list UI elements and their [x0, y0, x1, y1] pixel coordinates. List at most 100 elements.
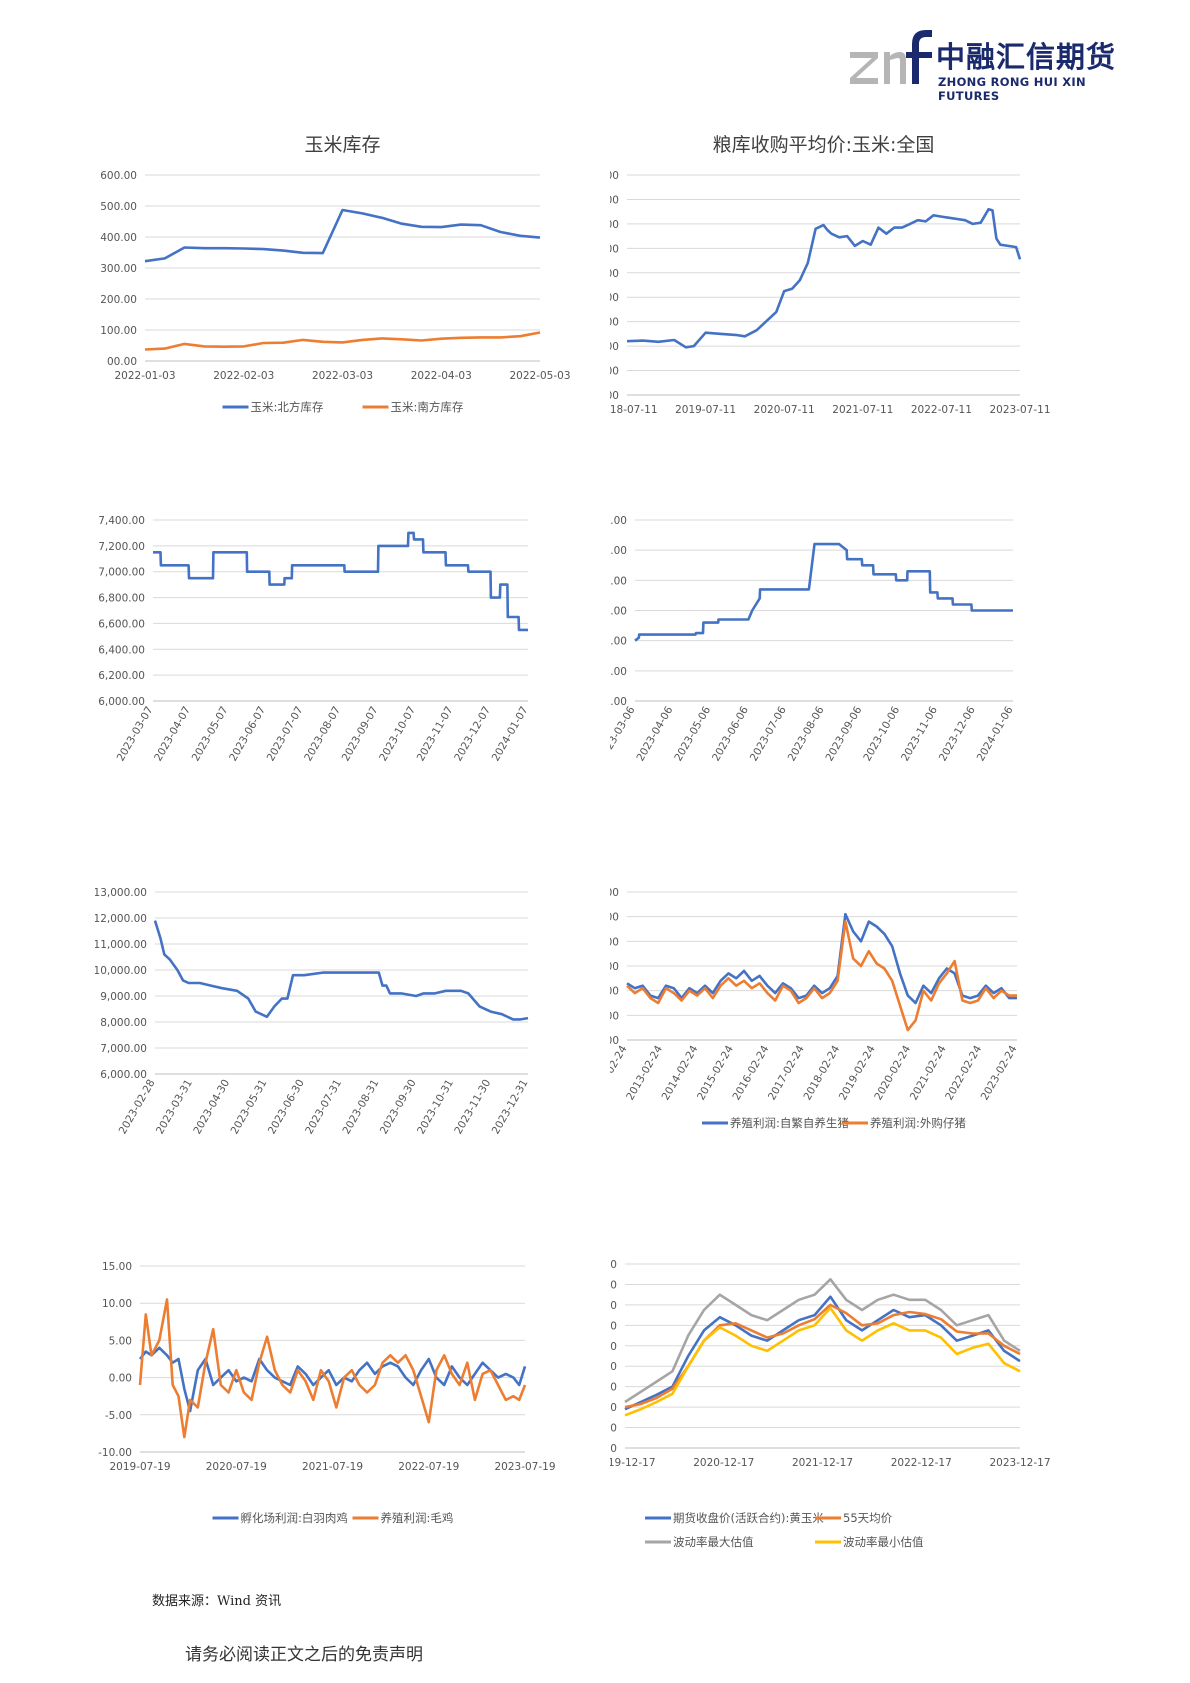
- chart-title: 粮库收购平均价:玉米:全国: [713, 135, 935, 156]
- x-tick-label: 2024-01-07: [490, 705, 531, 764]
- x-tick-label: 2022-07-19: [398, 1461, 459, 1473]
- y-tick-label: 2,100.00: [610, 1382, 617, 1394]
- x-tick-label: 2022-01-03: [114, 370, 175, 382]
- x-tick-label: 2023-03-07: [115, 705, 156, 764]
- disclaimer-note: 请务必阅读正文之后的免责声明: [185, 1645, 423, 1665]
- y-tick-label: 6,000.00: [100, 1069, 147, 1081]
- y-tick-label: 2,100.00: [610, 317, 619, 329]
- x-tick-label: 2023-06-07: [227, 705, 268, 764]
- x-tick-label: 2023-09-30: [378, 1078, 419, 1137]
- y-tick-label: 15.00: [102, 1261, 132, 1273]
- y-tick-label: 300.00: [100, 263, 137, 275]
- y-tick-label: 3,000.00: [610, 912, 619, 924]
- series-line: [624, 1295, 1021, 1411]
- x-tick-label: 2023-07-11: [989, 404, 1050, 416]
- y-tick-label: 3,300.00: [610, 170, 619, 182]
- y-tick-label: 11,000.00: [95, 939, 147, 951]
- x-tick-label: 2023-11-30: [452, 1078, 493, 1137]
- x-tick-label: 2023-03-06: [610, 704, 638, 763]
- x-tick-label: 2021-07-11: [832, 404, 893, 416]
- x-tick-label: 2023-05-06: [672, 704, 713, 763]
- y-tick-label: 6,600.00: [98, 618, 145, 630]
- chart-svg: 玉米库存 600.00 500.00 400.00 300.00 200.00 100.00…: [100, 135, 570, 414]
- x-tick-label: 2014-02-24: [660, 1043, 701, 1102]
- y-tick-label: -2,000.00: [610, 1035, 619, 1047]
- x-tick-label: 2023-11-06: [899, 704, 940, 763]
- x-tick-label: 2019-12-17: [610, 1457, 656, 1469]
- legend-label: 养殖利润:毛鸡: [381, 1511, 454, 1525]
- legend-label: 孵化场利润:白羽肉鸡: [241, 1511, 348, 1525]
- x-tick-label: 2019-07-11: [675, 404, 736, 416]
- series-line: [144, 331, 541, 351]
- legend-label: 期货收盘价(活跃合约):黄玉米: [673, 1511, 824, 1525]
- chart-svg: 出厂价格:玉米淀粉:河北:石家庄3,500.003,400.003,300.00…: [610, 515, 1016, 763]
- x-tick-label: 2023-12-17: [989, 1457, 1050, 1469]
- legend-label: 波动率最小估值: [843, 1535, 924, 1549]
- y-tick-label: 600.00: [100, 170, 137, 182]
- x-tick-label: 2021-02-24: [908, 1043, 949, 1102]
- y-tick-label: 1,700.00: [610, 366, 619, 378]
- x-tick-label: 2023-08-31: [340, 1078, 381, 1137]
- series-line: [153, 531, 528, 632]
- y-tick-label: 2,900.00: [610, 696, 627, 708]
- y-tick-label: 3,100.00: [610, 194, 619, 206]
- x-tick-label: 2018-02-24: [801, 1043, 842, 1102]
- y-tick-label: 7,000.00: [98, 567, 145, 579]
- y-tick-label: 7,200.00: [98, 541, 145, 553]
- y-tick-label: 3,300.00: [610, 575, 627, 587]
- series-line: [634, 542, 1013, 642]
- series-line: [626, 207, 1022, 349]
- x-tick-label: 2023-06-30: [266, 1078, 307, 1137]
- y-tick-label: 4,000.00: [610, 887, 619, 899]
- y-tick-label: 3,100.00: [610, 1279, 617, 1291]
- x-tick-label: 2013-02-24: [624, 1043, 665, 1102]
- x-tick-label: 2023-09-07: [340, 705, 381, 764]
- x-tick-label: 2022-07-11: [911, 404, 972, 416]
- y-tick-label: 2,000.00: [610, 936, 619, 948]
- chart-corn-starch-price: 出厂价格:玉米淀粉:河北:石家庄3,500.003,400.003,300.00…: [610, 508, 1130, 848]
- chart-granary-purchase-price: 粮库收购平均价:玉米:全国 3,300.00 3,100.00 2,900.00 2,7…: [610, 135, 1130, 455]
- y-tick-label: 100.00: [100, 325, 137, 337]
- y-tick-label: 2,500.00: [610, 1341, 617, 1353]
- y-tick-label: 3,500.00: [610, 515, 627, 527]
- x-tick-label: 2023-04-06: [634, 704, 675, 763]
- y-tick-label: 2,300.00: [610, 1361, 617, 1373]
- series-line: [153, 920, 529, 1021]
- y-tick-label: 1,500.00: [610, 1443, 617, 1455]
- x-tick-label: 2023-05-31: [229, 1078, 270, 1137]
- y-tick-label: 7,400.00: [98, 515, 145, 527]
- chart-svg: 生猪养殖利润4,000.003,000.002,000.001,000.000.…: [610, 887, 1020, 1130]
- x-tick-label: 2023-10-06: [861, 704, 902, 763]
- y-tick-label: 1,500.00: [610, 390, 619, 402]
- y-tick-label: 8,000.00: [100, 1017, 147, 1029]
- chart-svg: 出厂价:一级玉米油:黑龙江中部13,000.0012,000.0011,000.…: [95, 887, 531, 1137]
- y-tick-label: 200.00: [100, 294, 137, 306]
- y-tick-label: 6,200.00: [98, 670, 145, 682]
- y-tick-label: -10.00: [98, 1447, 132, 1459]
- x-tick-label: 2023-02-28: [117, 1078, 158, 1137]
- series-line: [624, 1306, 1021, 1417]
- chart-svg: 粮库收购平均价:玉米:全国 3,300.00 3,100.00 2,900.00 2,7…: [610, 135, 1051, 416]
- y-tick-label: 10,000.00: [95, 965, 147, 977]
- chart-title: 玉米库存: [304, 135, 380, 156]
- x-tick-label: 2023-11-07: [415, 705, 456, 764]
- y-tick-label: 7,000.00: [100, 1043, 147, 1055]
- y-tick-label: 3,400.00: [610, 545, 627, 557]
- x-tick-label: 2023-12-31: [490, 1078, 531, 1137]
- x-tick-label: 2023-07-06: [748, 704, 789, 763]
- chart-corn-inventory: 玉米库存 600.00 500.00 400.00 300.00 200.00 100.00…: [95, 135, 605, 455]
- y-tick-label: 2,900.00: [610, 1300, 617, 1312]
- x-tick-label: 2022-02-03: [213, 370, 274, 382]
- chart-corn-oil-price: 出厂价:一级玉米油:黑龙江中部13,000.0012,000.0011,000.…: [95, 880, 605, 1210]
- legend-label: 波动率最大估值: [673, 1535, 754, 1549]
- x-tick-label: 2023-04-07: [152, 705, 193, 764]
- y-tick-label: 1,900.00: [610, 341, 619, 353]
- y-tick-label: 10.00: [102, 1298, 132, 1310]
- y-tick-label: 3,000.00: [610, 666, 627, 678]
- x-tick-label: 2022-03-03: [312, 370, 373, 382]
- x-tick-label: 2021-12-17: [792, 1457, 853, 1469]
- legend-label: 养殖利润:自繁自养生猪: [730, 1116, 849, 1130]
- x-tick-label: 2018-07-11: [610, 404, 658, 416]
- x-tick-label: 2024-01-06: [975, 704, 1016, 763]
- legend-label: 55天均价: [843, 1511, 893, 1525]
